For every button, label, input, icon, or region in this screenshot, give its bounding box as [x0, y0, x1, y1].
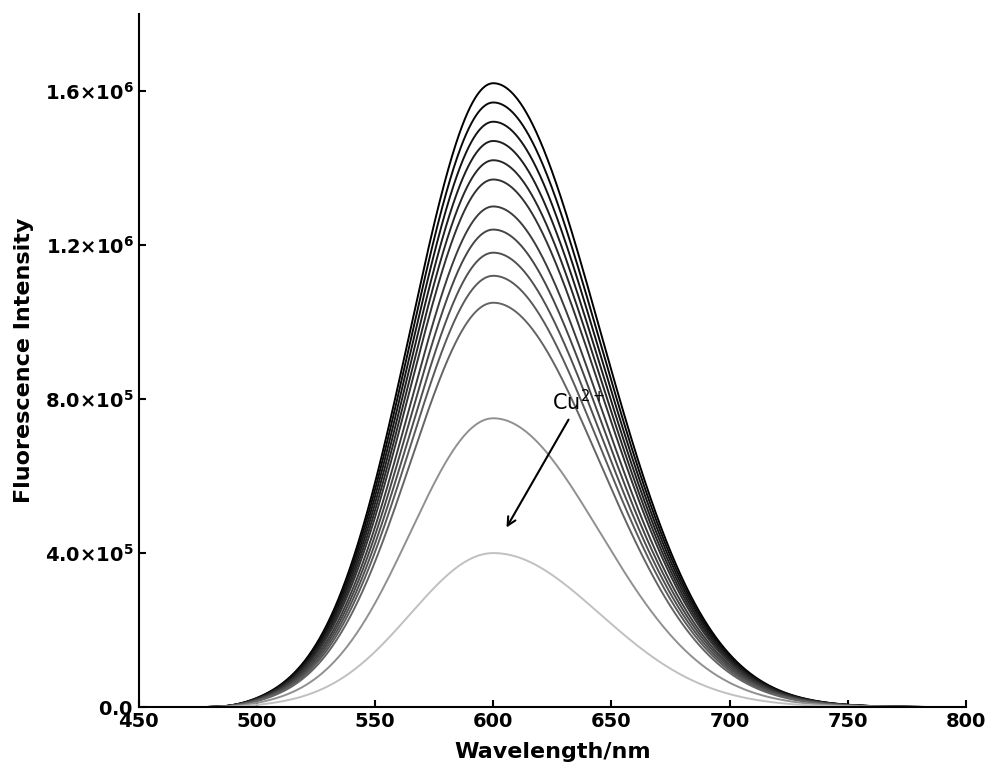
- Y-axis label: Fluorescence Intensity: Fluorescence Intensity: [14, 218, 34, 503]
- X-axis label: Wavelength/nm: Wavelength/nm: [454, 742, 651, 762]
- Text: Cu$^{2+}$: Cu$^{2+}$: [508, 390, 605, 525]
